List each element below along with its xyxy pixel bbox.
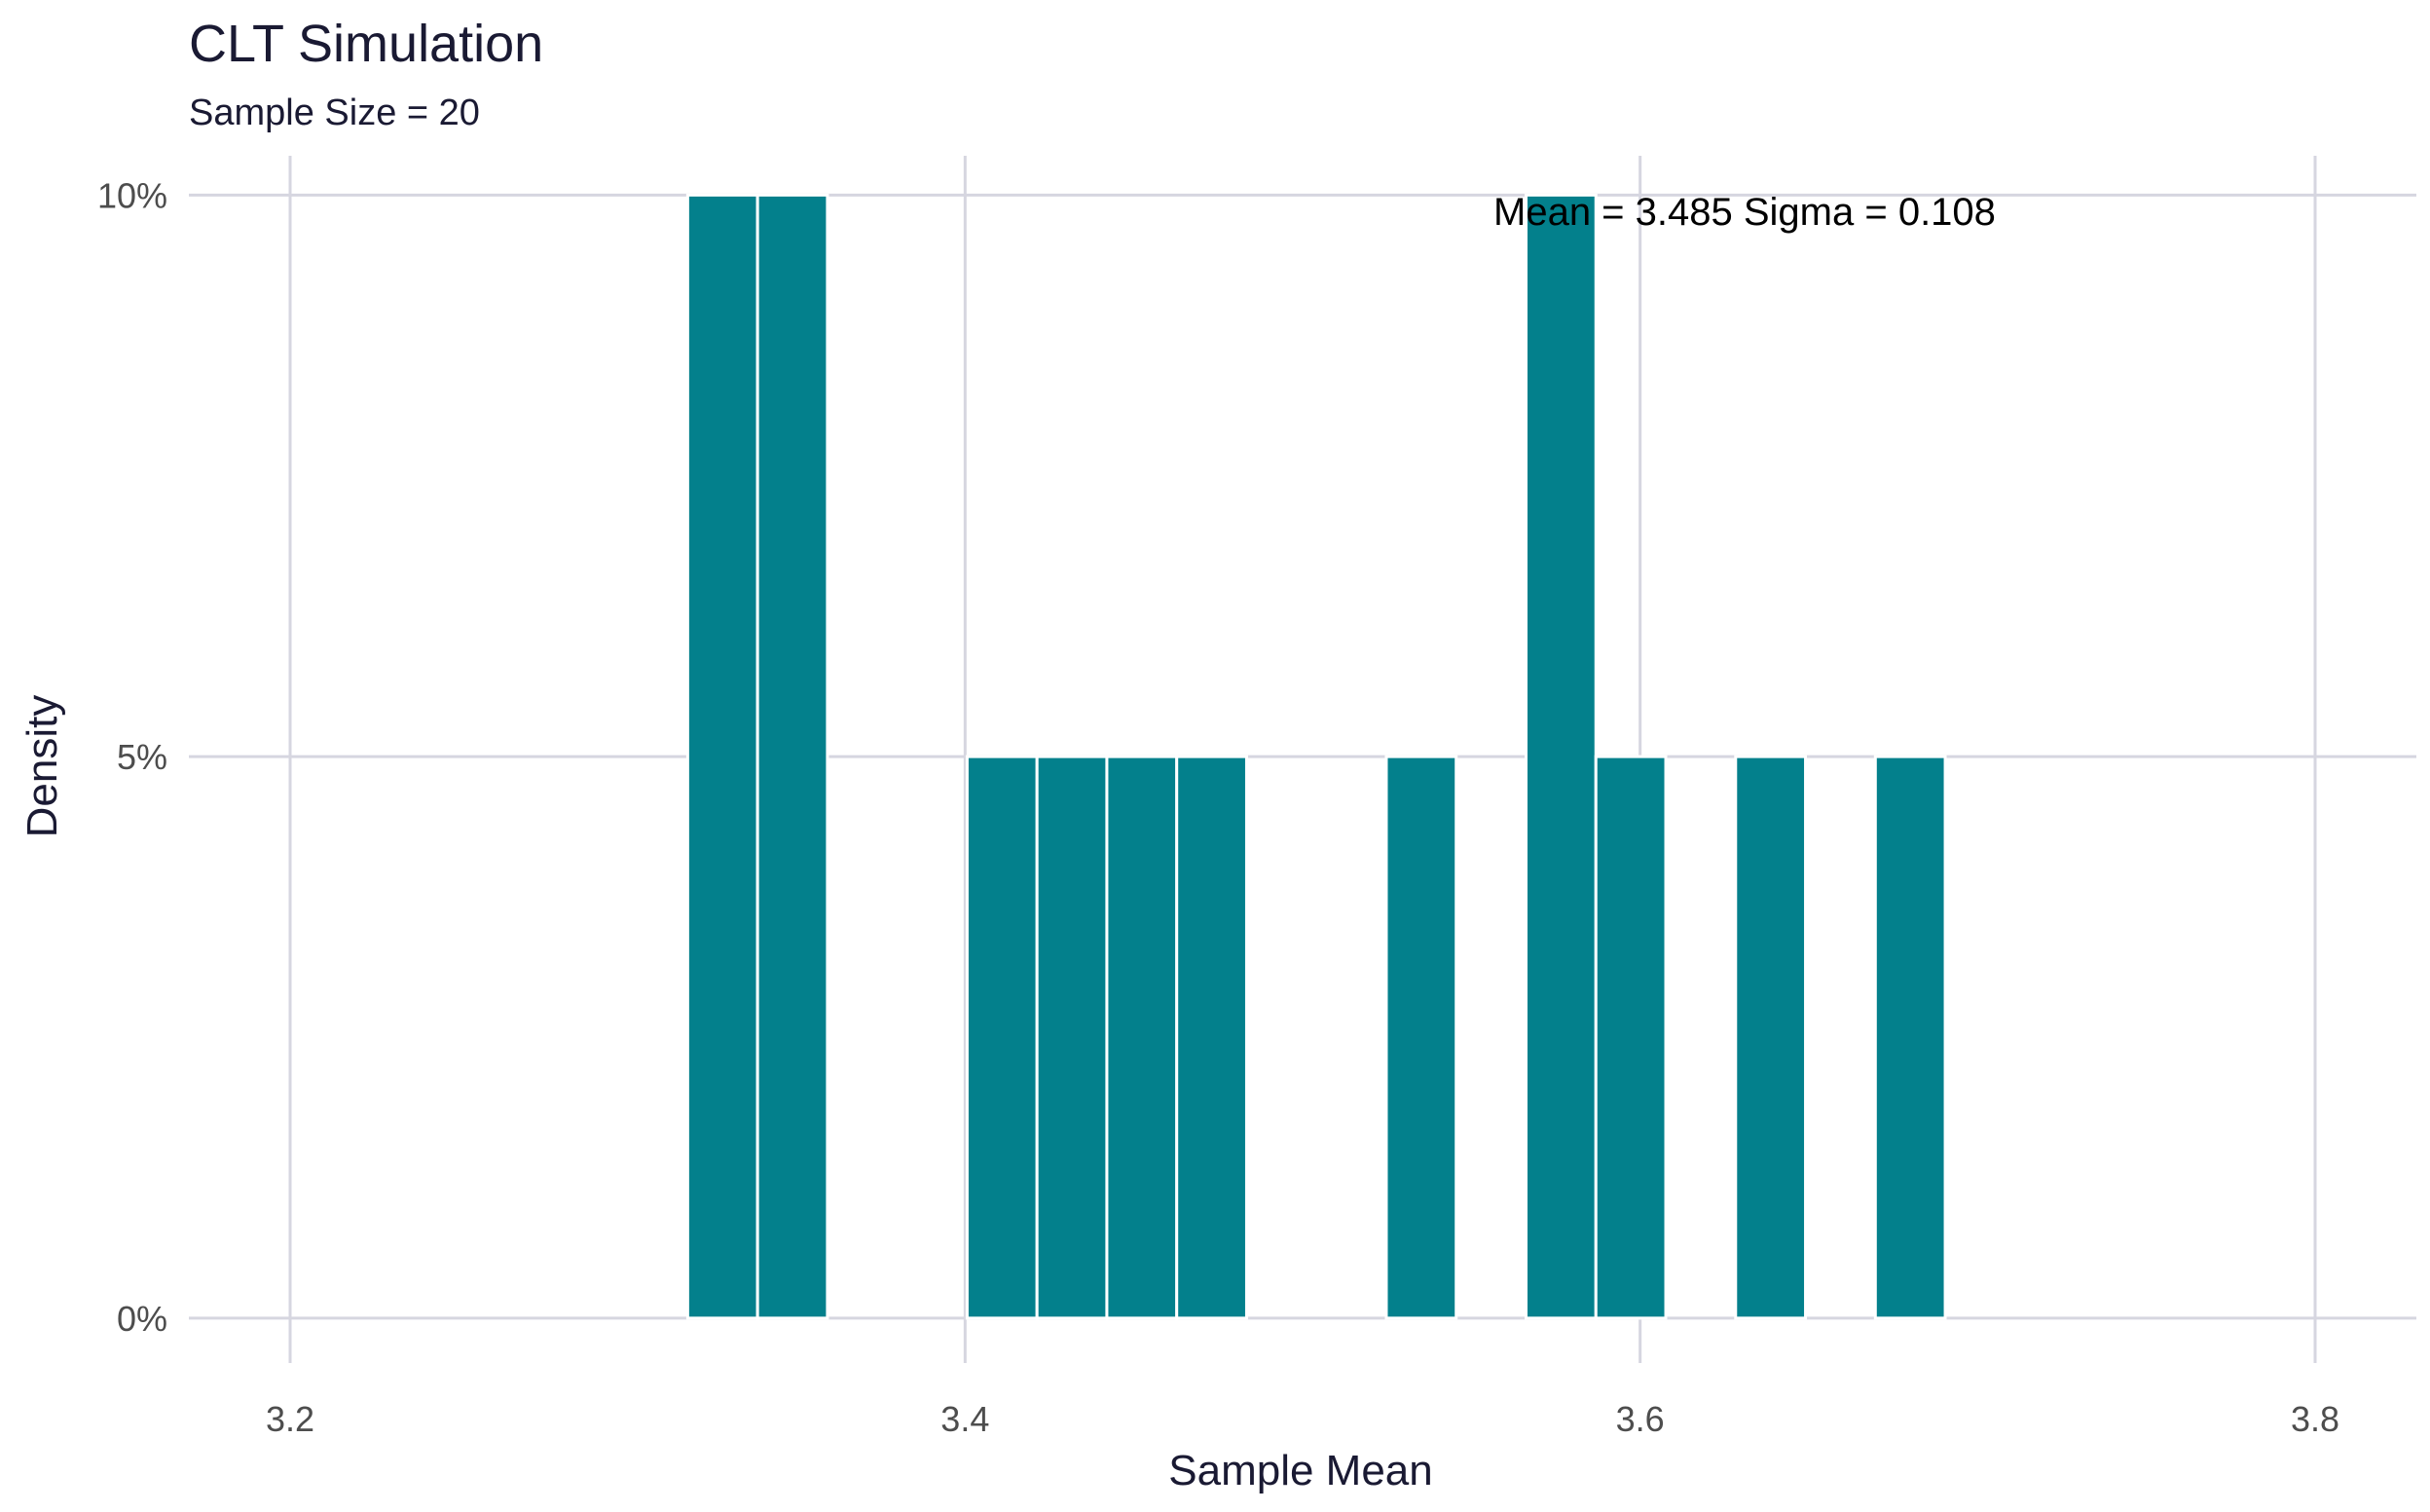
y-tick-label: 5% — [117, 737, 167, 777]
bar-layer — [685, 193, 1947, 1320]
histogram-bar — [1105, 755, 1179, 1320]
histogram-bar — [1594, 755, 1668, 1320]
histogram-bar — [1734, 755, 1808, 1320]
y-tick-label: 0% — [117, 1299, 167, 1339]
stats-annotation: Mean = 3.485 Sigma = 0.108 — [1493, 191, 1996, 234]
histogram-bar — [965, 755, 1039, 1320]
histogram-bar — [1384, 755, 1458, 1320]
chart-title: CLT Simulation — [189, 15, 543, 73]
y-axis-label: Density — [18, 695, 66, 838]
y-tick-label: 10% — [97, 175, 167, 215]
x-tick-label: 3.2 — [266, 1399, 314, 1439]
x-tick-label: 3.8 — [2291, 1399, 2339, 1439]
histogram-bar — [1524, 193, 1598, 1320]
histogram-bar — [1873, 755, 1947, 1320]
histogram-bar — [755, 193, 829, 1320]
axis-layer: 3.2 3.4 3.6 3.8 0% 5% 10% — [97, 175, 2339, 1439]
x-tick-label: 3.6 — [1616, 1399, 1665, 1439]
histogram-bar — [685, 193, 759, 1320]
histogram-bar — [1175, 755, 1248, 1320]
grid-layer — [189, 156, 2416, 1363]
x-tick-label: 3.4 — [940, 1399, 989, 1439]
x-axis-label: Sample Mean — [1168, 1447, 1432, 1494]
histogram-bar — [1035, 755, 1109, 1320]
chart-subtitle: Sample Size = 20 — [189, 92, 480, 133]
